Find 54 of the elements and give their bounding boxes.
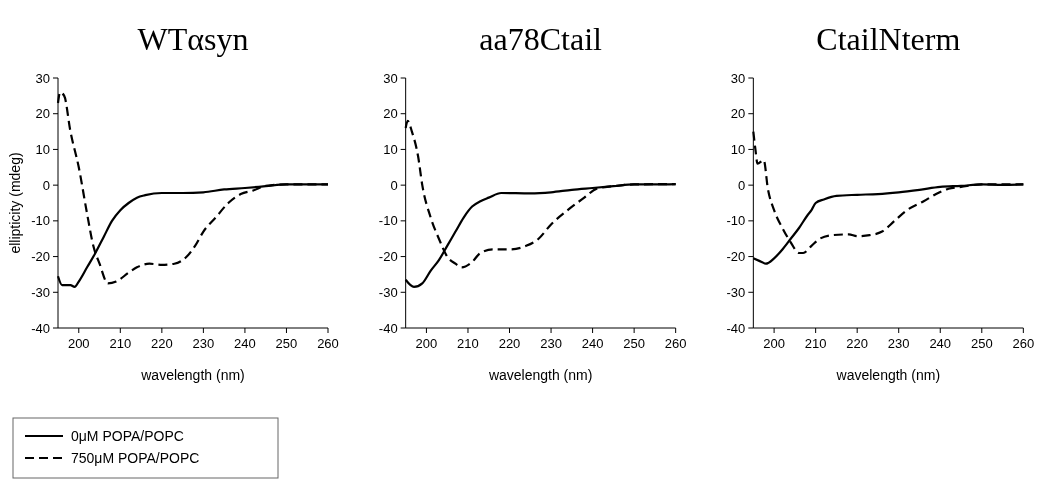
x-tick-label: 220 [150, 336, 173, 351]
x-tick-label: 200 [67, 336, 90, 351]
x-tick-label: 250 [970, 336, 993, 351]
x-tick-label: 240 [581, 336, 604, 351]
x-tick-label: 250 [275, 336, 298, 351]
x-tick-label: 250 [623, 336, 645, 351]
x-axis-title: wavelength (nm) [487, 367, 593, 383]
y-tick-label: 20 [383, 106, 398, 122]
y-tick-label: -40 [31, 320, 50, 336]
y-tick-label: 30 [730, 70, 746, 86]
x-tick-label: 240 [234, 336, 256, 351]
x-tick-label: 230 [887, 336, 910, 351]
y-axis-title: ellipticity (mdeg) [7, 152, 23, 254]
y-tick-label: -40 [726, 320, 746, 336]
x-tick-label: 260 [317, 336, 339, 351]
y-tick-label: 20 [730, 106, 746, 122]
x-axis-title: wavelength (nm) [140, 367, 245, 383]
y-tick-label: -10 [378, 213, 398, 229]
y-tick-label: 0 [390, 177, 398, 193]
y-tick-label: 20 [35, 106, 50, 122]
x-tick-label: 210 [109, 336, 132, 351]
y-tick-label: -30 [378, 284, 398, 300]
chart-title: aa78Ctail [479, 21, 603, 57]
legend-label: 750μM POPA/POPC [71, 449, 200, 466]
x-tick-label: 230 [540, 336, 562, 351]
x-tick-label: 200 [763, 336, 785, 351]
y-tick-label: -20 [726, 249, 746, 265]
y-tick-label: 0 [42, 177, 50, 193]
y-tick-label: 30 [383, 70, 398, 86]
chart-title: CtailNterm [816, 21, 961, 57]
chart-title: WTαsyn [137, 21, 249, 57]
y-tick-label: -20 [31, 249, 50, 265]
y-tick-label: 0 [738, 177, 746, 193]
x-tick-label: 210 [457, 336, 479, 351]
legend-label: 0μM POPA/POPC [71, 427, 184, 444]
y-tick-label: -10 [726, 213, 746, 229]
y-tick-label: 10 [35, 141, 50, 157]
x-tick-label: 200 [415, 336, 438, 351]
y-tick-label: 10 [730, 141, 746, 157]
x-tick-label: 220 [846, 336, 869, 351]
y-tick-label: -30 [31, 284, 50, 300]
x-tick-label: 230 [192, 336, 215, 351]
x-tick-label: 210 [804, 336, 827, 351]
y-tick-label: -20 [378, 249, 398, 265]
x-tick-label: 240 [929, 336, 952, 351]
x-tick-label: 220 [498, 336, 521, 351]
y-tick-label: -40 [378, 320, 398, 336]
y-tick-label: -10 [31, 213, 50, 229]
y-tick-label: -30 [726, 284, 746, 300]
x-tick-label: 260 [664, 336, 687, 351]
x-axis-title: wavelength (nm) [835, 367, 941, 383]
y-tick-label: 10 [383, 141, 398, 157]
y-tick-label: 30 [35, 70, 50, 86]
x-tick-label: 260 [1012, 336, 1035, 351]
